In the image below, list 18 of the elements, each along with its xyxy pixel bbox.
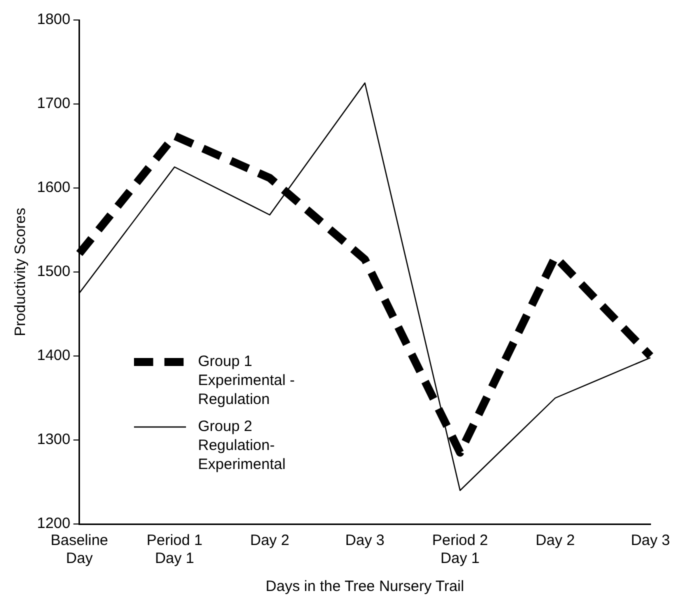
x-axis-title: Days in the Tree Nursery Trail bbox=[266, 578, 464, 596]
y-axis-title: Productivity Scores bbox=[12, 208, 30, 336]
x-tick-label: Period 2 Day 1 bbox=[432, 532, 488, 568]
x-tick-label: Day 3 bbox=[630, 532, 670, 550]
x-tick-label: Baseline Day bbox=[50, 532, 108, 568]
y-tick-label: 1400 bbox=[36, 347, 70, 364]
y-tick-label: 1200 bbox=[36, 515, 70, 532]
y-tick-label: 1700 bbox=[36, 95, 70, 112]
y-tick-label: 1600 bbox=[36, 179, 70, 196]
x-tick-label: Period 1 Day 1 bbox=[146, 532, 202, 568]
x-tick-label: Day 2 bbox=[536, 532, 575, 550]
x-tick-label: Day 2 bbox=[250, 532, 290, 550]
y-tick-label: 1500 bbox=[36, 263, 70, 280]
y-tick-label: 1800 bbox=[36, 11, 70, 28]
x-tick-label: Day 3 bbox=[345, 532, 384, 550]
y-tick-label: 1300 bbox=[36, 431, 70, 448]
legend-label: Group 1 Experimental -Regulation bbox=[198, 352, 296, 409]
legend-label: Group 2 Regulation-Experimental bbox=[198, 417, 287, 474]
